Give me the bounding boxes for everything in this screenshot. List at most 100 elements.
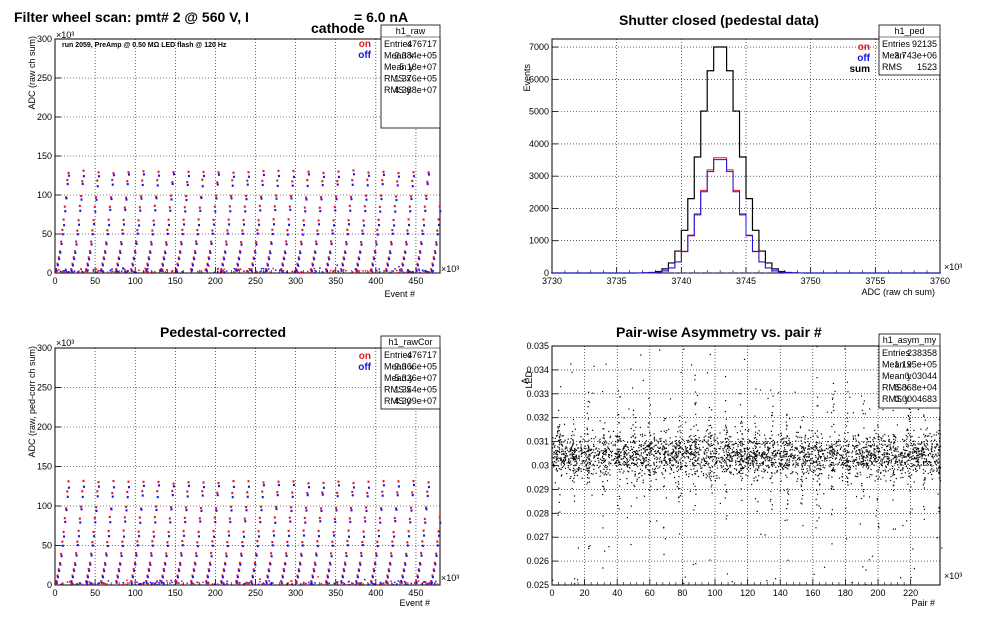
data-point <box>832 453 834 455</box>
data-point-off <box>395 508 398 511</box>
data-point-off <box>246 183 249 186</box>
data-point <box>553 442 555 444</box>
data-point-off <box>211 544 214 547</box>
data-point <box>916 447 919 449</box>
data-point-on <box>267 256 270 259</box>
data-point <box>741 443 744 445</box>
data-point-on <box>202 481 205 484</box>
data-point-off <box>146 576 149 579</box>
data-point-on <box>252 256 255 259</box>
data-point <box>870 457 873 459</box>
data-point <box>899 463 902 465</box>
data-point-on <box>172 482 175 485</box>
data-point <box>818 449 821 451</box>
data-point-spike <box>586 457 588 459</box>
data-point-on <box>125 505 128 508</box>
data-point-off <box>258 223 261 226</box>
data-point-spike <box>664 451 666 453</box>
data-point <box>918 456 920 459</box>
data-point-low <box>176 271 178 273</box>
data-point <box>933 469 935 471</box>
data-point <box>858 441 860 444</box>
data-point-off <box>292 175 295 178</box>
data-point-off <box>201 185 204 188</box>
data-point <box>726 456 728 459</box>
data-point <box>752 452 754 454</box>
data-point-off <box>130 581 133 584</box>
data-point-low <box>428 271 430 273</box>
data-point-low <box>81 270 83 273</box>
data-point <box>706 455 708 457</box>
data-point-on <box>230 194 233 198</box>
data-point <box>692 465 694 467</box>
data-point <box>870 455 872 457</box>
data-point <box>761 462 763 464</box>
data-point-on <box>236 262 239 265</box>
data-point-spike <box>558 426 561 428</box>
data-point-spike <box>695 448 697 450</box>
data-point <box>815 460 818 462</box>
data-point-on <box>406 541 409 544</box>
data-point <box>738 456 740 458</box>
data-point <box>668 444 670 446</box>
data-point-off <box>141 183 144 187</box>
data-point-on <box>280 580 283 583</box>
data-point <box>658 447 660 450</box>
data-point-low <box>243 270 245 272</box>
data-point <box>626 482 629 485</box>
data-point-off <box>116 576 119 579</box>
data-point <box>914 458 916 460</box>
data-point-low <box>309 269 312 271</box>
data-point-low <box>219 270 222 272</box>
data-point <box>765 440 767 443</box>
data-point-on <box>351 179 354 182</box>
data-point <box>862 456 864 459</box>
data-point <box>694 449 696 451</box>
data-point <box>573 453 575 456</box>
data-point-low <box>164 271 167 273</box>
data-point-low <box>282 271 284 274</box>
data-point <box>696 462 699 465</box>
data-point-low <box>268 580 271 582</box>
data-point-off <box>340 581 343 584</box>
data-point <box>838 439 840 441</box>
data-point <box>789 449 791 451</box>
data-point <box>701 459 703 461</box>
data-point-off <box>281 264 284 267</box>
data-point <box>641 433 644 435</box>
data-point <box>659 440 661 443</box>
data-point <box>770 459 772 461</box>
data-point <box>637 465 639 468</box>
legend-entry-on: on <box>359 351 371 362</box>
data-point <box>923 472 925 474</box>
data-point <box>571 457 574 459</box>
data-point <box>928 435 930 437</box>
data-point <box>606 480 609 482</box>
data-point <box>610 442 613 444</box>
data-point <box>909 436 912 438</box>
data-point <box>652 448 654 450</box>
data-point-low <box>226 580 228 583</box>
data-point-on <box>242 530 245 533</box>
data-point <box>638 444 640 446</box>
data-point-on <box>231 491 234 495</box>
data-point-off <box>205 581 208 584</box>
data-point-low <box>208 265 210 267</box>
data-point <box>869 453 872 455</box>
data-point <box>588 458 590 460</box>
data-point-off <box>406 544 409 547</box>
data-point <box>579 449 582 452</box>
data-point-low <box>269 583 271 585</box>
data-point-off <box>74 563 77 566</box>
data-point <box>807 470 809 472</box>
data-point-on <box>226 540 229 544</box>
data-point-off <box>374 251 377 254</box>
data-point-on <box>432 256 435 259</box>
data-point-on <box>272 530 275 533</box>
data-point <box>703 451 705 453</box>
data-point <box>792 471 794 473</box>
data-point-spike <box>695 489 697 491</box>
data-point <box>851 450 854 452</box>
data-point <box>763 441 765 443</box>
data-point <box>617 459 619 461</box>
